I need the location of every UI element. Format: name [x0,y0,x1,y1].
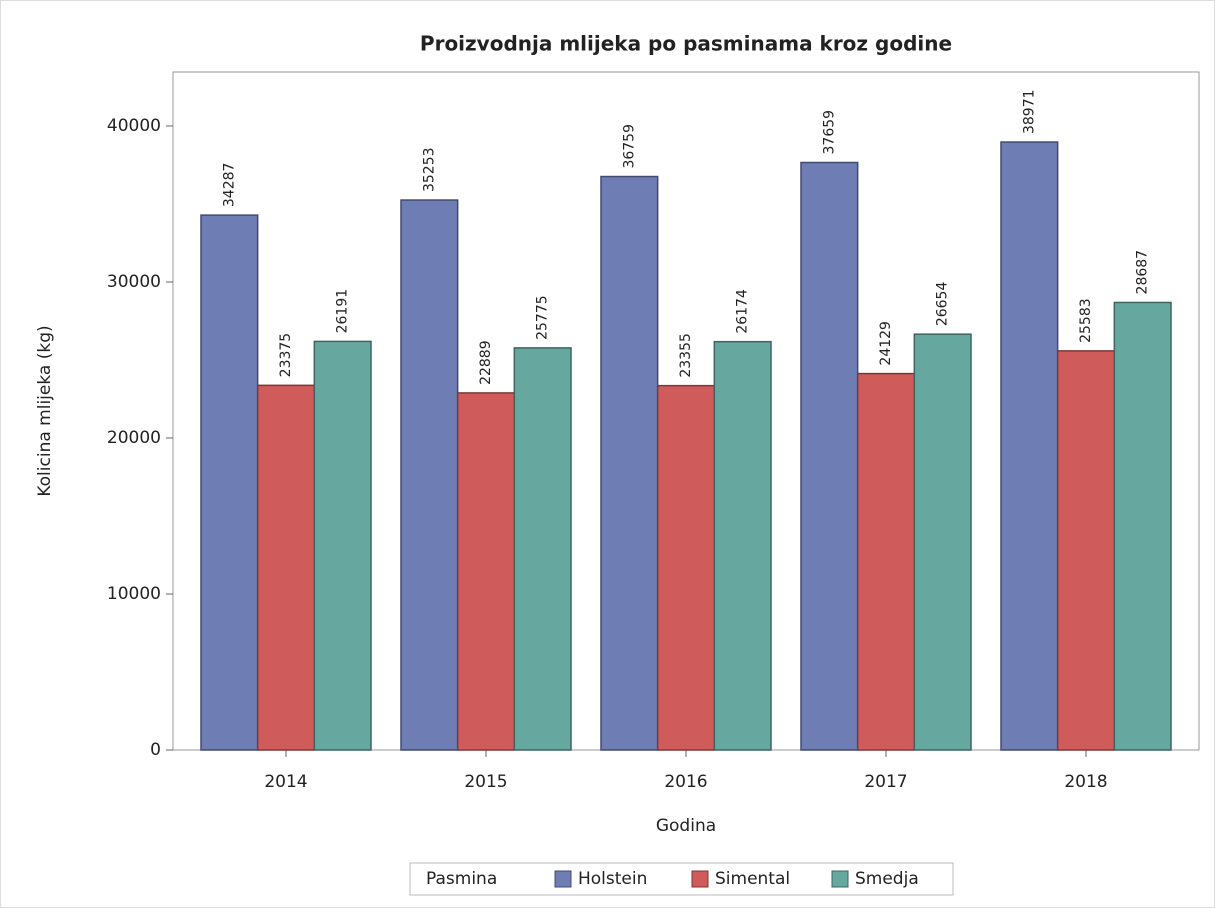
value-label: 25775 [535,295,551,340]
value-label: 24129 [878,321,894,366]
value-label: 37659 [821,110,837,155]
value-label: 36759 [621,124,637,169]
bar [600,175,659,751]
x-tick-label: 2014 [264,772,307,792]
value-label: 23355 [678,333,694,378]
value-label: 35253 [421,147,437,192]
bar [200,214,259,751]
y-tick-label: 30000 [107,272,161,292]
chart-title: Proizvodnja mlijeka po pasminama kroz go… [420,32,952,56]
value-label: 34287 [221,163,237,208]
bar [1113,301,1172,751]
y-tick-label: 0 [150,740,161,760]
value-label: 26191 [335,289,351,334]
bar [856,372,916,751]
bar [456,392,516,751]
x-tick-label: 2015 [464,772,507,792]
legend-swatch [831,870,849,888]
bar [800,161,859,751]
y-tick-label: 40000 [107,116,161,136]
x-tick-label: 2017 [864,772,907,792]
value-label: 23375 [278,333,294,378]
bar [1056,350,1116,751]
legend-label: Simental [715,869,790,889]
bar [913,333,972,751]
legend-label: Holstein [578,869,647,889]
bar [256,384,316,751]
value-label: 22889 [478,340,494,385]
bar [513,347,572,751]
legend-box [409,862,954,896]
value-label: 28687 [1135,250,1151,295]
y-tick-label: 20000 [107,428,161,448]
legend-swatch [691,870,709,888]
value-label: 25583 [1078,298,1094,343]
bar [400,199,459,751]
x-tick-label: 2016 [664,772,707,792]
legend-title: Pasmina [426,869,497,889]
value-label: 38971 [1021,89,1037,134]
legend-swatch [554,870,572,888]
y-axis-label: Kolicina mlijeka (kg) [35,325,55,496]
bar [313,340,372,751]
bar [656,384,716,751]
value-label: 26174 [735,289,751,334]
y-tick-label: 10000 [107,584,161,604]
bar [1000,141,1059,751]
x-tick-label: 2018 [1064,772,1107,792]
value-label: 26654 [935,282,951,327]
legend-label: Smedja [855,869,919,889]
bar [713,340,772,751]
x-axis-label: Godina [656,816,716,836]
